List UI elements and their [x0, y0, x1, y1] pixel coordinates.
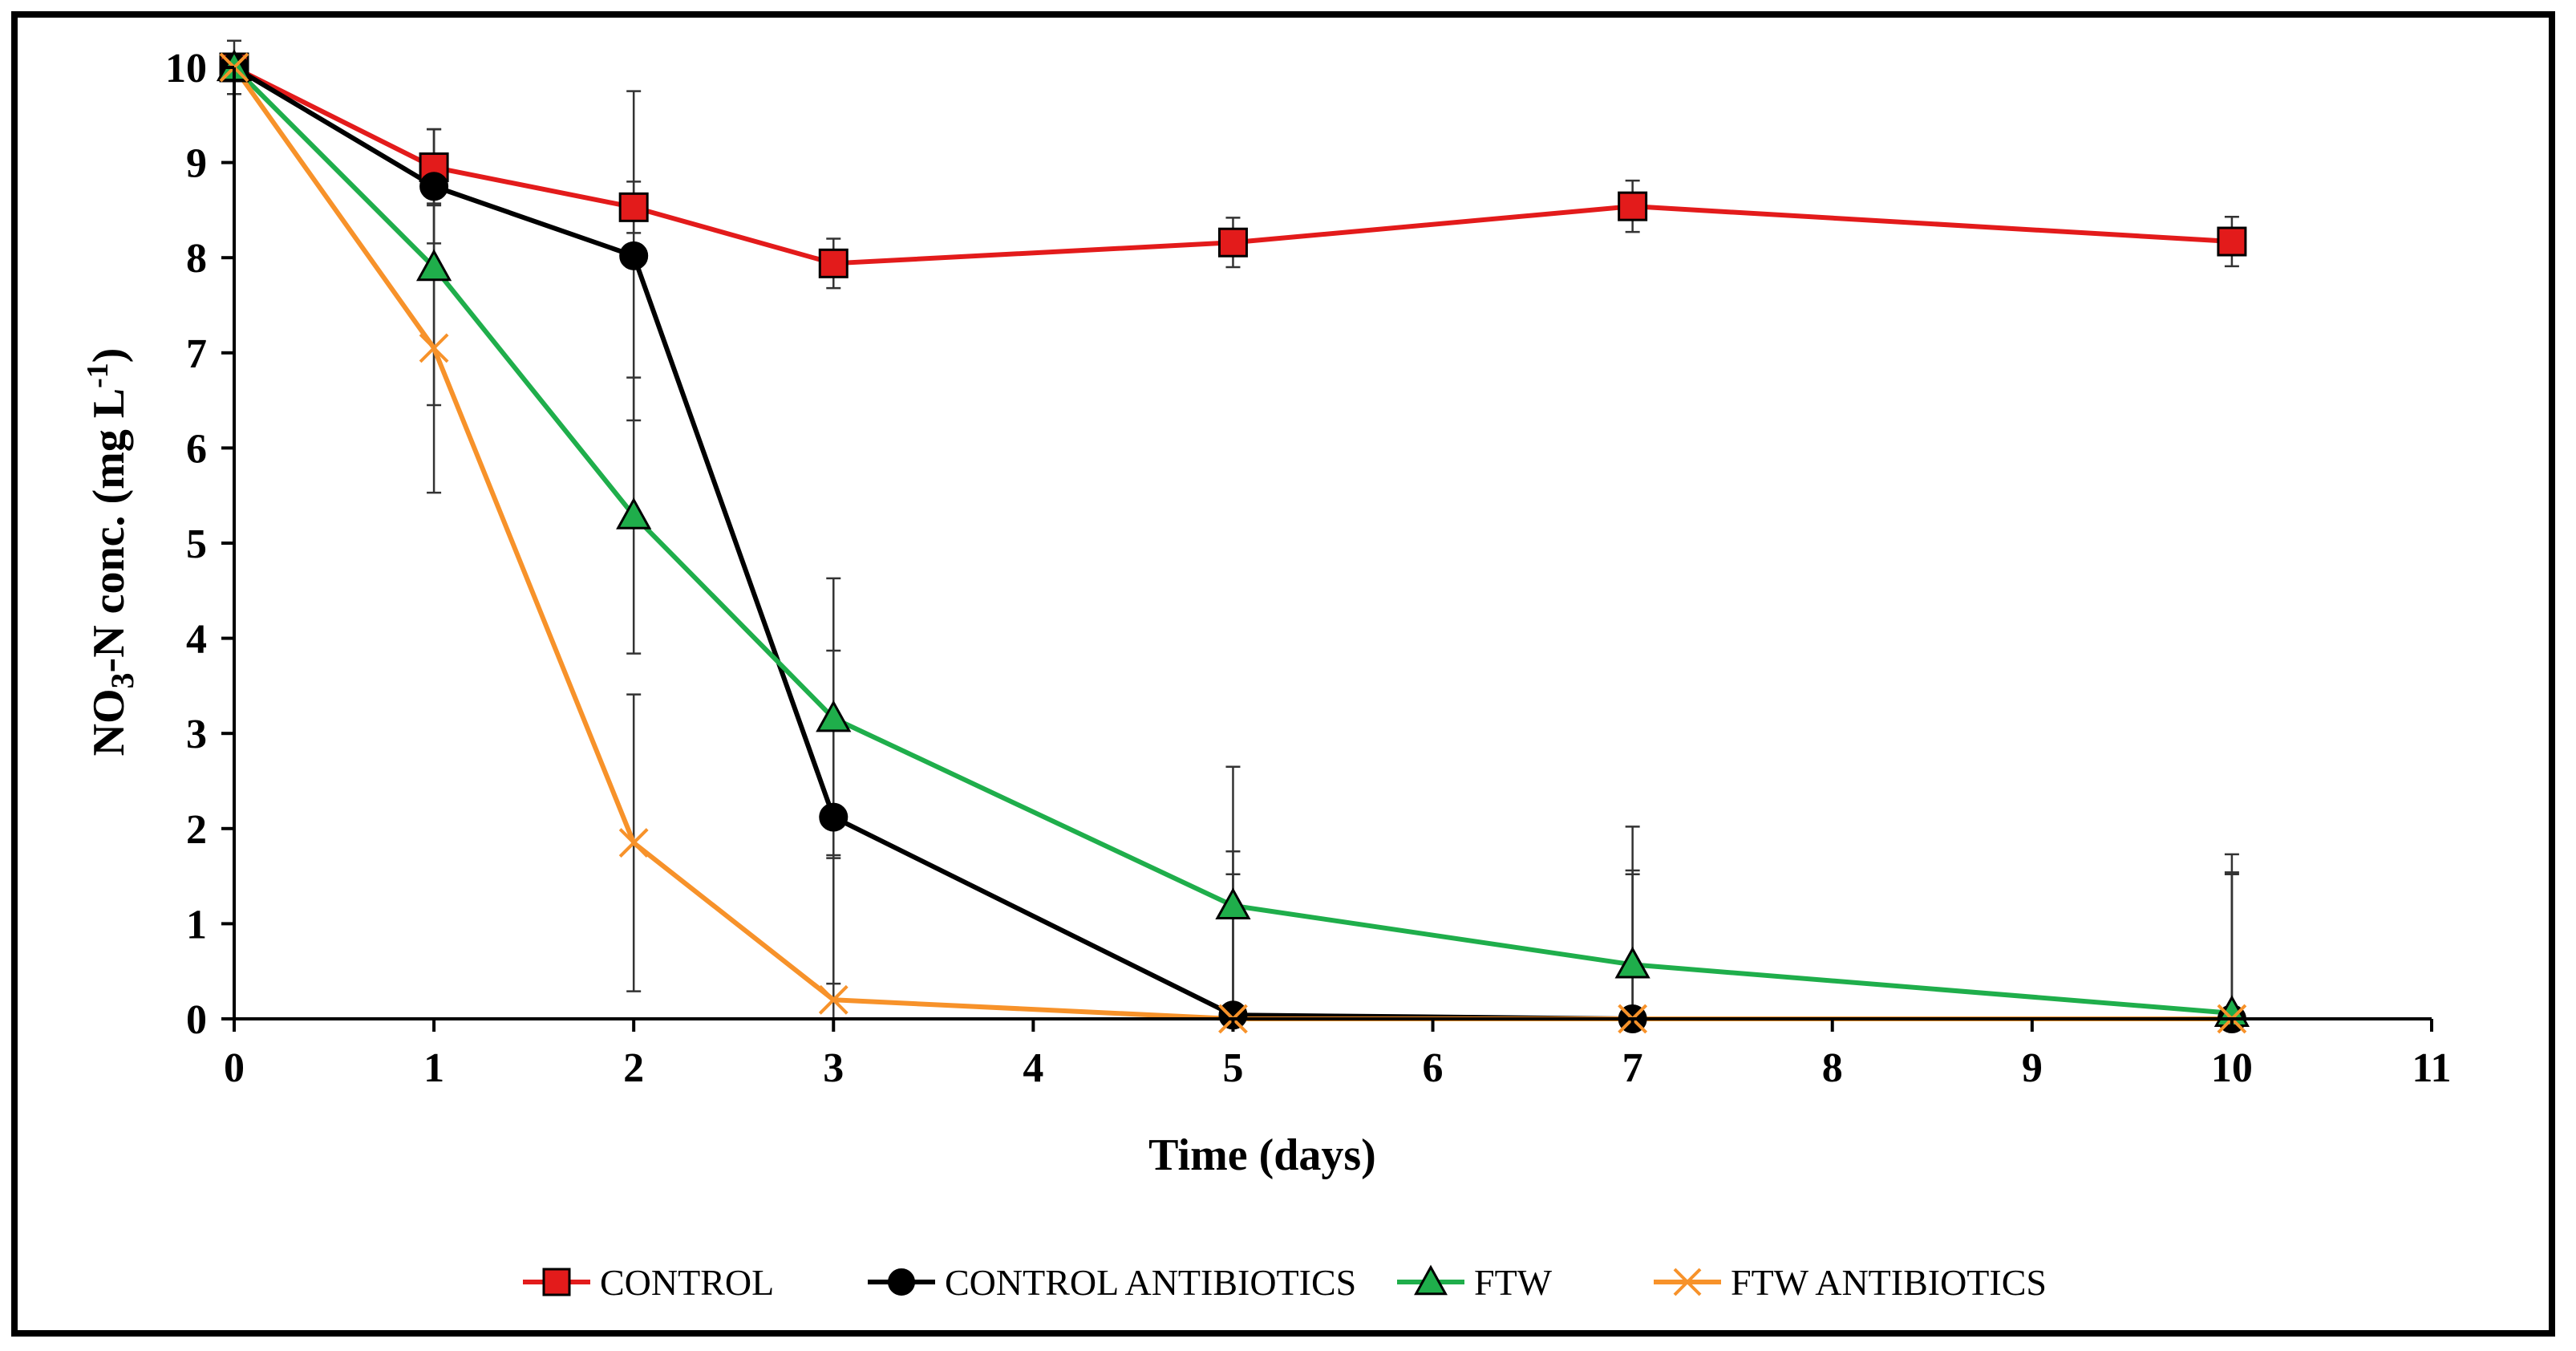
control-point [618, 192, 649, 222]
y-tick-labels: 0 1 2 3 4 5 6 7 8 9 10 [165, 46, 207, 1043]
control-point [2217, 226, 2247, 257]
control-antibiotics-point [619, 241, 649, 270]
control-antibiotics-point [419, 172, 449, 201]
legend-control-marker [542, 1268, 571, 1296]
y-tick-label: 8 [186, 236, 207, 282]
x-tick-label: 3 [823, 1045, 844, 1091]
legend-ftw-marker [1414, 1264, 1448, 1296]
legend-control-antibiotics-marker [888, 1268, 915, 1296]
x-tick-label: 7 [1622, 1045, 1643, 1091]
x-tick-label: 4 [1023, 1045, 1043, 1091]
y-tick-label: 0 [186, 997, 207, 1043]
y-axis-title-main: NO [84, 688, 134, 756]
x-tick-labels: 0 1 2 3 4 5 6 7 8 9 10 11 [224, 1045, 2452, 1091]
legend-control-antibiotics-label: CONTROL ANTIBIOTICS [945, 1262, 1356, 1303]
legend-control-label: CONTROL [600, 1262, 774, 1303]
x-axis-title: Time (days) [1148, 1130, 1376, 1180]
control-point [818, 248, 849, 278]
ftw-antibiotics-point [818, 984, 849, 1015]
y-axis-title-sup: -1 [81, 363, 115, 388]
x-tick-label: 9 [2022, 1045, 2043, 1091]
control-point [1217, 227, 1248, 258]
y-tick-label: 6 [186, 426, 207, 472]
x-tick-label: 11 [2412, 1045, 2451, 1091]
x-tick-label: 0 [224, 1045, 245, 1091]
y-axis-title-mid: -N conc. (mg L [84, 388, 134, 673]
control-point [1618, 191, 1648, 221]
y-tick-label: 5 [186, 521, 207, 567]
y-tick-label: 2 [186, 807, 207, 853]
y-tick-label: 10 [165, 46, 207, 91]
ftw-point [1614, 946, 1651, 979]
y-tick-label: 9 [186, 141, 207, 187]
ftw-antibiotics-point [419, 333, 449, 363]
control-antibiotics-point [819, 802, 849, 832]
legend-ftw-antibiotics-label: FTW ANTIBIOTICS [1731, 1262, 2047, 1303]
x-tick-label: 1 [423, 1045, 444, 1091]
y-tick-label: 3 [186, 712, 207, 757]
x-tick-label: 2 [623, 1045, 644, 1091]
ftw-point [415, 249, 452, 282]
ftw-point [1215, 887, 1251, 920]
legend-ftw-label: FTW [1474, 1262, 1553, 1303]
x-tick-label: 8 [1822, 1045, 1843, 1091]
x-tick-label: 6 [1423, 1045, 1444, 1091]
y-axis-title: NO3-N conc. (mg L-1) [81, 348, 140, 757]
y-tick-label: 7 [186, 331, 207, 377]
x-tick-label: 5 [1222, 1045, 1243, 1091]
y-tick-label: 4 [186, 617, 207, 663]
ftw-antibiotics-point [618, 828, 649, 858]
legend: CONTROL CONTROL ANTIBIOTICS FTW FTW ANTIBIO… [523, 1262, 2047, 1303]
axes [221, 66, 2433, 1032]
y-axis-title-end: ) [84, 348, 134, 363]
y-axis-title-sub: 3 [104, 672, 140, 688]
ftw-point [816, 700, 852, 732]
chart-frame: 0 1 2 3 4 5 6 7 8 9 10 11 0 1 2 3 4 5 6 7 8 9 10 Time (days) … [11, 11, 2555, 1337]
series-markers [216, 49, 2250, 1034]
y-tick-label: 1 [186, 902, 207, 947]
ftw-point [616, 497, 652, 529]
legend-ftw-antibiotics-marker [1673, 1268, 1702, 1296]
x-tick-label: 10 [2211, 1045, 2253, 1091]
